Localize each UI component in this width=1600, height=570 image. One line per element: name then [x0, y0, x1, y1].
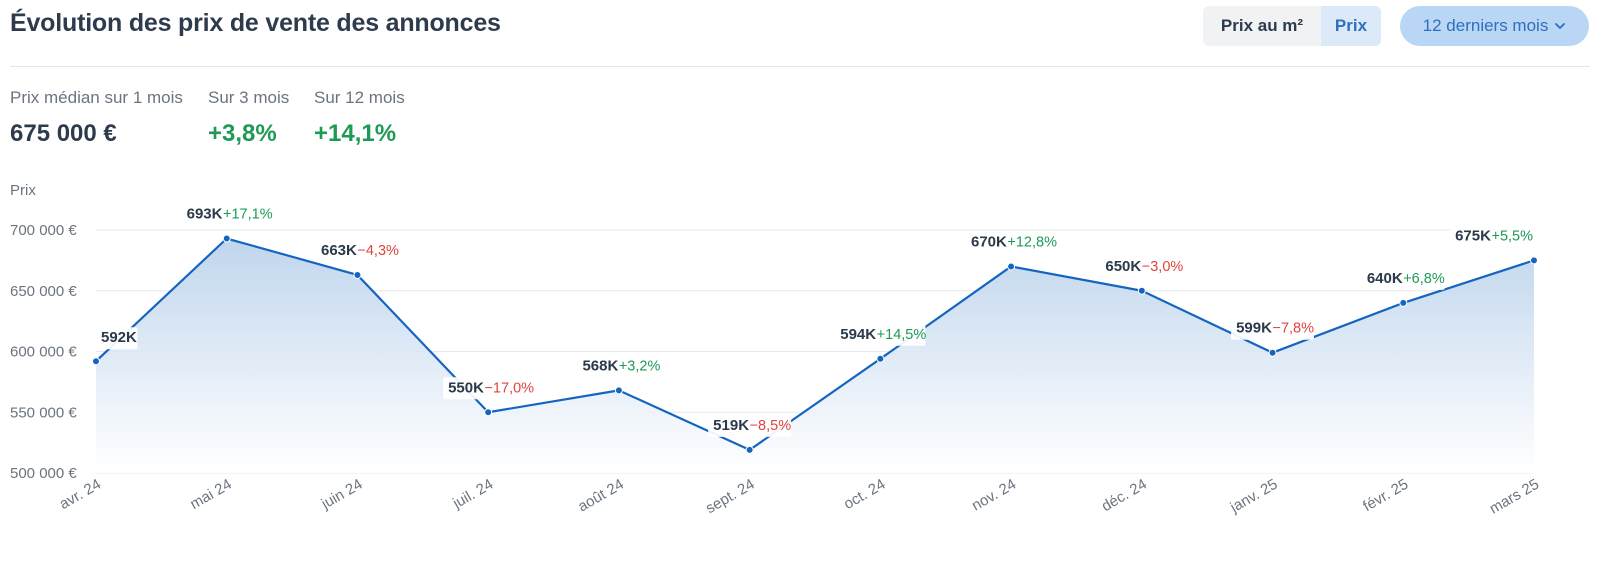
data-label-value: 693K [187, 206, 223, 223]
x-tick-label: nov. 24 [969, 476, 1019, 515]
chevron-down-icon [1555, 23, 1566, 29]
data-label-value: 675K [1455, 227, 1491, 244]
data-label-change: +3,2% [619, 358, 661, 374]
data-point [1530, 256, 1538, 265]
y-tick-label: 700 000 € [10, 222, 77, 239]
data-point [614, 386, 623, 395]
data-point [1007, 262, 1016, 271]
x-tick-label: janv. 25 [1227, 476, 1281, 517]
data-label-change: +5,5% [1492, 228, 1534, 244]
x-tick-label: août 24 [575, 476, 627, 516]
data-label-change: −17,0% [484, 380, 534, 396]
data-label-value: 663K [321, 242, 357, 259]
data-label-bg [577, 355, 661, 378]
price-chart: Prix 700 000 € 650 000 € 600 000 € 550 000 €… [10, 182, 1542, 518]
x-tick-label: mars 25 [1487, 476, 1542, 518]
data-label-change: −3,0% [1142, 259, 1184, 275]
unit-toggle: Prix au m² Prix [1203, 6, 1381, 46]
stat-label: Prix médian sur 1 mois [10, 88, 183, 107]
x-tick-label: juin 24 [318, 476, 366, 513]
data-label-bg [1361, 267, 1445, 290]
x-tick-label: juil. 24 [449, 476, 496, 513]
stat-value: +3,8% [208, 120, 277, 147]
data-label-change: −4,3% [357, 243, 399, 259]
data-label-bg [835, 323, 926, 346]
data-label-value: 550K [448, 379, 484, 396]
data-label-change: +17,1% [223, 207, 273, 223]
stat-3-months: Sur 3 mois +3,8% [208, 88, 289, 148]
data-label-change: +6,8% [1403, 271, 1445, 287]
data-label-bg [316, 239, 399, 262]
x-tick-label: oct. 24 [841, 476, 888, 513]
period-dropdown[interactable]: 12 derniers mois [1400, 6, 1589, 46]
toggle-prix-au-m2[interactable]: Prix au m² [1220, 16, 1304, 35]
data-label-bg [708, 414, 792, 437]
stat-label: Sur 3 mois [208, 88, 290, 107]
stat-12-months: Sur 12 mois +14,1% [314, 88, 405, 148]
x-tick-label: sept. 24 [703, 476, 758, 517]
data-label-bg [443, 377, 534, 400]
data-label-value: 519K [713, 417, 749, 434]
data-label-bg [1231, 317, 1314, 340]
page-title: Évolution des prix de vente des annonces [10, 9, 501, 37]
x-tick-label: mai 24 [187, 476, 234, 513]
chart-header: Évolution des prix de vente des annonces… [0, 0, 1600, 66]
data-label-change: +14,5% [877, 327, 927, 343]
data-label-bg [1100, 255, 1184, 278]
y-axis-title: Prix [10, 182, 36, 199]
data-label-bg [1450, 225, 1533, 248]
stat-value: 675 000 € [10, 120, 117, 147]
data-label-bg [181, 203, 272, 226]
stat-value: +14,1% [314, 120, 397, 147]
data-label-value: 640K [1367, 270, 1403, 287]
y-tick-label: 500 000 € [10, 465, 77, 482]
data-point [222, 234, 231, 243]
data-point [92, 357, 100, 366]
data-point [353, 270, 362, 279]
y-tick-label: 650 000 € [10, 283, 77, 300]
data-label-change: −8,5% [750, 418, 792, 434]
series-line [95, 237, 1535, 452]
stat-median-1-month: Prix médian sur 1 mois 675 000 € [10, 88, 183, 148]
data-label-value: 594K [840, 326, 876, 343]
toggle-prix[interactable]: Prix [1321, 6, 1381, 46]
x-tick-label: déc. 24 [1099, 476, 1150, 515]
data-point [1399, 298, 1408, 307]
x-tick-label: févr. 25 [1360, 476, 1411, 515]
data-label-value: 599K [1236, 320, 1272, 337]
stat-label: Sur 12 mois [314, 88, 405, 107]
y-tick-label: 550 000 € [10, 404, 77, 421]
data-point [1137, 286, 1146, 295]
data-label-change: −7,8% [1272, 321, 1314, 337]
data-label-change: +12,8% [1007, 234, 1057, 250]
data-label-value: 650K [1105, 258, 1141, 275]
area-fill [96, 238, 1534, 473]
data-point [484, 408, 493, 417]
y-tick-label: 600 000 € [10, 344, 77, 361]
data-label-value: 568K [582, 357, 618, 374]
data-label-value: 592K [101, 329, 137, 346]
data-point [876, 354, 885, 363]
data-label-bg [965, 231, 1057, 254]
period-label: 12 derniers mois [1422, 16, 1549, 35]
data-label-value: 670K [971, 233, 1007, 250]
data-point [745, 445, 754, 454]
data-label-bg [96, 327, 138, 350]
data-point [1268, 348, 1277, 357]
header-divider [10, 66, 1590, 67]
